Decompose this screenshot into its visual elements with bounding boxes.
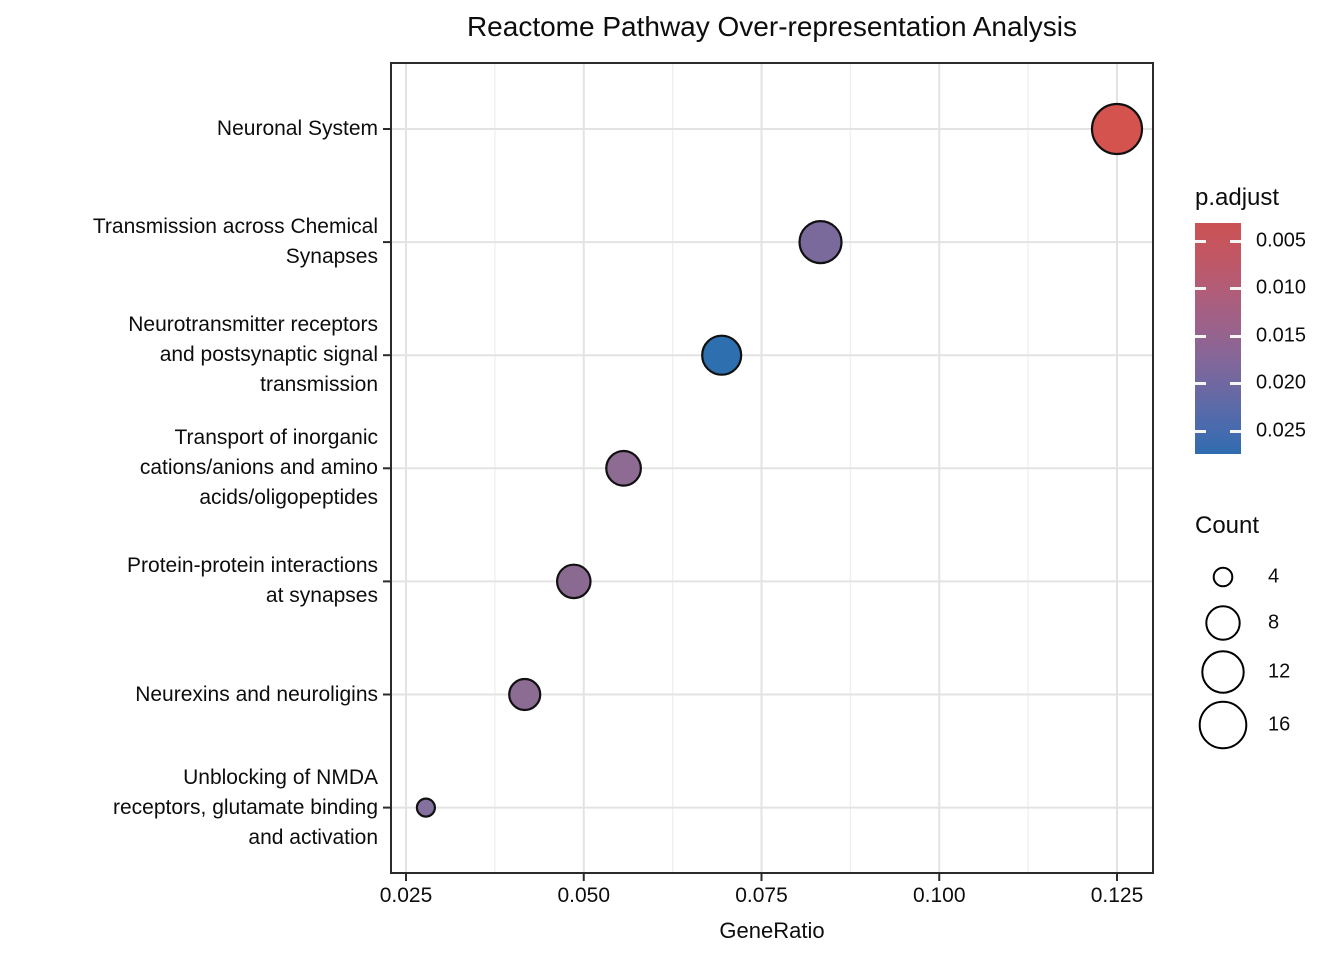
data-point bbox=[415, 797, 437, 818]
chart-title: Reactome Pathway Over-representation Ana… bbox=[466, 11, 1078, 42]
colorbar-tick bbox=[1195, 335, 1206, 338]
count-legend-label: 8 bbox=[1268, 611, 1280, 634]
count-legend-label: 4 bbox=[1268, 565, 1280, 588]
legend-count-title: Count bbox=[1195, 512, 1260, 539]
y-axis-label: Transport of inorganic cations/anions an… bbox=[139, 426, 378, 510]
colorbar-tick bbox=[1230, 430, 1241, 433]
y-axis-label: Protein-protein interactions at synapses bbox=[127, 554, 378, 608]
data-point bbox=[701, 334, 743, 376]
legend-padjust-title: p.adjust bbox=[1195, 184, 1280, 211]
colorbar-tick bbox=[1230, 240, 1241, 243]
colorbar-tick bbox=[1195, 430, 1206, 433]
colorbar-tick bbox=[1230, 382, 1241, 385]
count-legend-label: 16 bbox=[1268, 713, 1291, 736]
colorbar-tick bbox=[1230, 335, 1241, 338]
data-point bbox=[798, 220, 843, 265]
colorbar-tick bbox=[1195, 382, 1206, 385]
x-axis-tick-label: 0.050 bbox=[557, 884, 611, 907]
data-point bbox=[508, 677, 542, 712]
count-legend-circle bbox=[1205, 605, 1241, 641]
count-legend-label: 12 bbox=[1268, 660, 1291, 683]
x-axis-tick-label: 0.075 bbox=[735, 884, 788, 907]
colorbar-tick-label: 0.025 bbox=[1256, 419, 1307, 442]
y-axis-label: Neuronal System bbox=[216, 117, 378, 140]
colorbar-tick bbox=[1230, 287, 1241, 290]
x-axis-title: GeneRatio bbox=[719, 918, 825, 943]
x-axis-tick-label: 0.025 bbox=[379, 884, 433, 907]
data-point bbox=[605, 449, 642, 487]
colorbar-tick-label: 0.005 bbox=[1256, 229, 1307, 252]
y-axis-label: Transmission across Chemical Synapses bbox=[92, 215, 378, 269]
colorbar-tick-label: 0.015 bbox=[1256, 324, 1307, 347]
colorbar-tick-label: 0.010 bbox=[1256, 276, 1307, 299]
colorbar-tick-label: 0.020 bbox=[1256, 371, 1307, 394]
colorbar-tick bbox=[1195, 287, 1206, 290]
y-axis-label: Neurexins and neuroligins bbox=[135, 682, 378, 706]
x-axis-tick-label: 0.100 bbox=[912, 884, 966, 907]
count-legend-circle bbox=[1212, 566, 1234, 588]
y-axis-label: Neurotransmitter receptors and postsynap… bbox=[128, 313, 378, 397]
count-legend-circle bbox=[1198, 700, 1248, 750]
colorbar-tick bbox=[1195, 240, 1206, 243]
y-axis-label: Unblocking of NMDA receptors, glutamate … bbox=[113, 765, 378, 849]
padjust-colorbar bbox=[1195, 223, 1241, 454]
data-point bbox=[1090, 102, 1144, 156]
count-legend-circle bbox=[1201, 650, 1245, 694]
x-axis-tick-label: 0.125 bbox=[1090, 884, 1144, 907]
data-point bbox=[555, 563, 592, 600]
